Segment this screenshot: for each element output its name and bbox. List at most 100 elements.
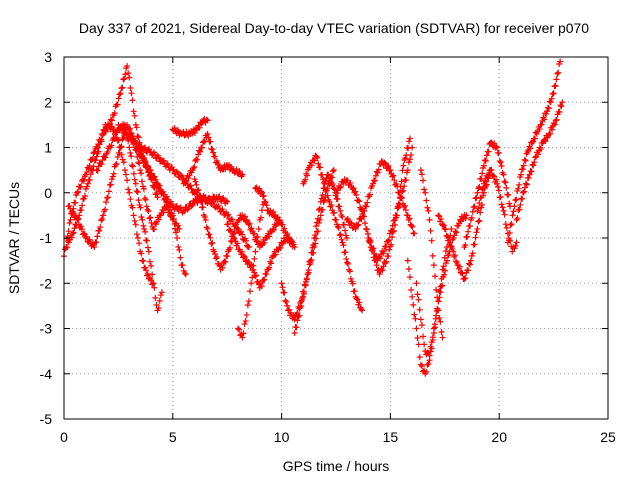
data-point-interp [440, 263, 447, 270]
data-point-interp [98, 138, 105, 145]
data-point [204, 225, 211, 232]
data-point-interp [153, 189, 160, 196]
data-point-interp [362, 202, 369, 209]
data-point-interp [129, 97, 136, 104]
data-point-interp [177, 172, 184, 179]
data-point-interp [547, 99, 554, 106]
data-point-interp [421, 186, 428, 193]
series-satellite-16 [300, 152, 366, 314]
data-point-interp [329, 181, 336, 188]
data-point [391, 216, 398, 223]
data-point-interp [405, 159, 412, 166]
data-point-interp [508, 221, 515, 228]
data-points [61, 58, 566, 377]
data-point-interp [517, 201, 524, 208]
data-point-interp [442, 226, 449, 233]
data-point [154, 194, 161, 201]
data-point-interp [536, 126, 543, 133]
data-point-interp [452, 228, 459, 235]
data-point [74, 189, 81, 196]
data-point [448, 225, 455, 232]
data-point-interp [390, 172, 397, 179]
data-point [504, 239, 511, 246]
series-satellite-18 [343, 158, 418, 237]
data-point [426, 216, 433, 223]
data-point-interp [527, 145, 534, 152]
data-point [417, 361, 424, 368]
data-point-interp [140, 222, 147, 229]
data-point-interp [410, 301, 417, 308]
data-point-interp [187, 182, 194, 189]
data-point-interp [428, 339, 435, 346]
data-point-interp [167, 204, 174, 211]
data-point-interp [132, 221, 139, 228]
data-point-interp [547, 130, 554, 137]
data-point-interp [125, 186, 132, 193]
data-point-interp [510, 208, 517, 215]
data-point-interp [434, 294, 441, 301]
data-point-interp [418, 171, 425, 178]
x-tick-label: 0 [60, 429, 68, 445]
data-point-interp [306, 258, 313, 265]
data-point [413, 325, 420, 332]
data-point-interp [196, 124, 203, 131]
data-point-interp [515, 185, 522, 192]
data-point-interp [170, 216, 177, 223]
data-point-interp [242, 237, 249, 244]
data-point [437, 289, 444, 296]
data-point-interp [358, 216, 365, 223]
data-point-interp [261, 276, 268, 283]
data-point-interp [251, 255, 258, 262]
data-point-interp [286, 234, 293, 241]
data-point-interp [405, 265, 412, 272]
data-point-interp [177, 254, 184, 261]
series-satellite-22 [417, 167, 446, 341]
data-point-interp [210, 199, 217, 206]
data-point-interp [151, 226, 158, 233]
data-point-interp [462, 215, 469, 222]
data-point-interp [242, 318, 249, 325]
data-point-interp [401, 183, 408, 190]
data-point-interp [257, 214, 264, 221]
data-point-interp [414, 291, 421, 298]
data-point-interp [142, 196, 149, 203]
data-point-interp [302, 282, 309, 289]
data-point-interp [139, 178, 146, 185]
data-point-interp [316, 205, 323, 212]
data-point-interp [129, 204, 136, 211]
data-point-interp [137, 151, 144, 158]
data-point-interp [337, 183, 344, 190]
data-point-interp [87, 171, 94, 178]
data-point-interp [173, 229, 180, 236]
data-point-interp [286, 306, 293, 313]
data-point [143, 162, 150, 169]
data-point-interp [281, 225, 288, 232]
data-point-interp [116, 150, 123, 157]
data-point-interp [173, 168, 180, 175]
data-point-interp [469, 208, 476, 215]
data-point-interp [134, 146, 141, 153]
data-point-interp [509, 212, 516, 219]
data-point-interp [195, 186, 202, 193]
data-point-interp [353, 191, 360, 198]
data-point-interp [429, 252, 436, 259]
data-point [557, 58, 564, 65]
data-point-interp [501, 211, 508, 218]
data-point-interp [501, 178, 508, 185]
data-point-interp [226, 244, 233, 251]
data-point [126, 189, 133, 196]
data-point-interp [64, 244, 71, 251]
y-tick-label: -2 [40, 275, 53, 291]
data-point-interp [364, 230, 371, 237]
data-point-interp [327, 175, 334, 182]
chart-title: Day 337 of 2021, Sidereal Day-to-day VTE… [79, 20, 589, 36]
data-point-interp [521, 156, 528, 163]
data-point-interp [409, 223, 416, 230]
data-point-interp [523, 181, 530, 188]
data-point [343, 235, 350, 241]
data-point-interp [498, 162, 505, 169]
data-point-interp [83, 169, 90, 176]
data-point-interp [519, 195, 526, 202]
data-point-interp [240, 330, 247, 337]
data-point-interp [113, 160, 120, 167]
